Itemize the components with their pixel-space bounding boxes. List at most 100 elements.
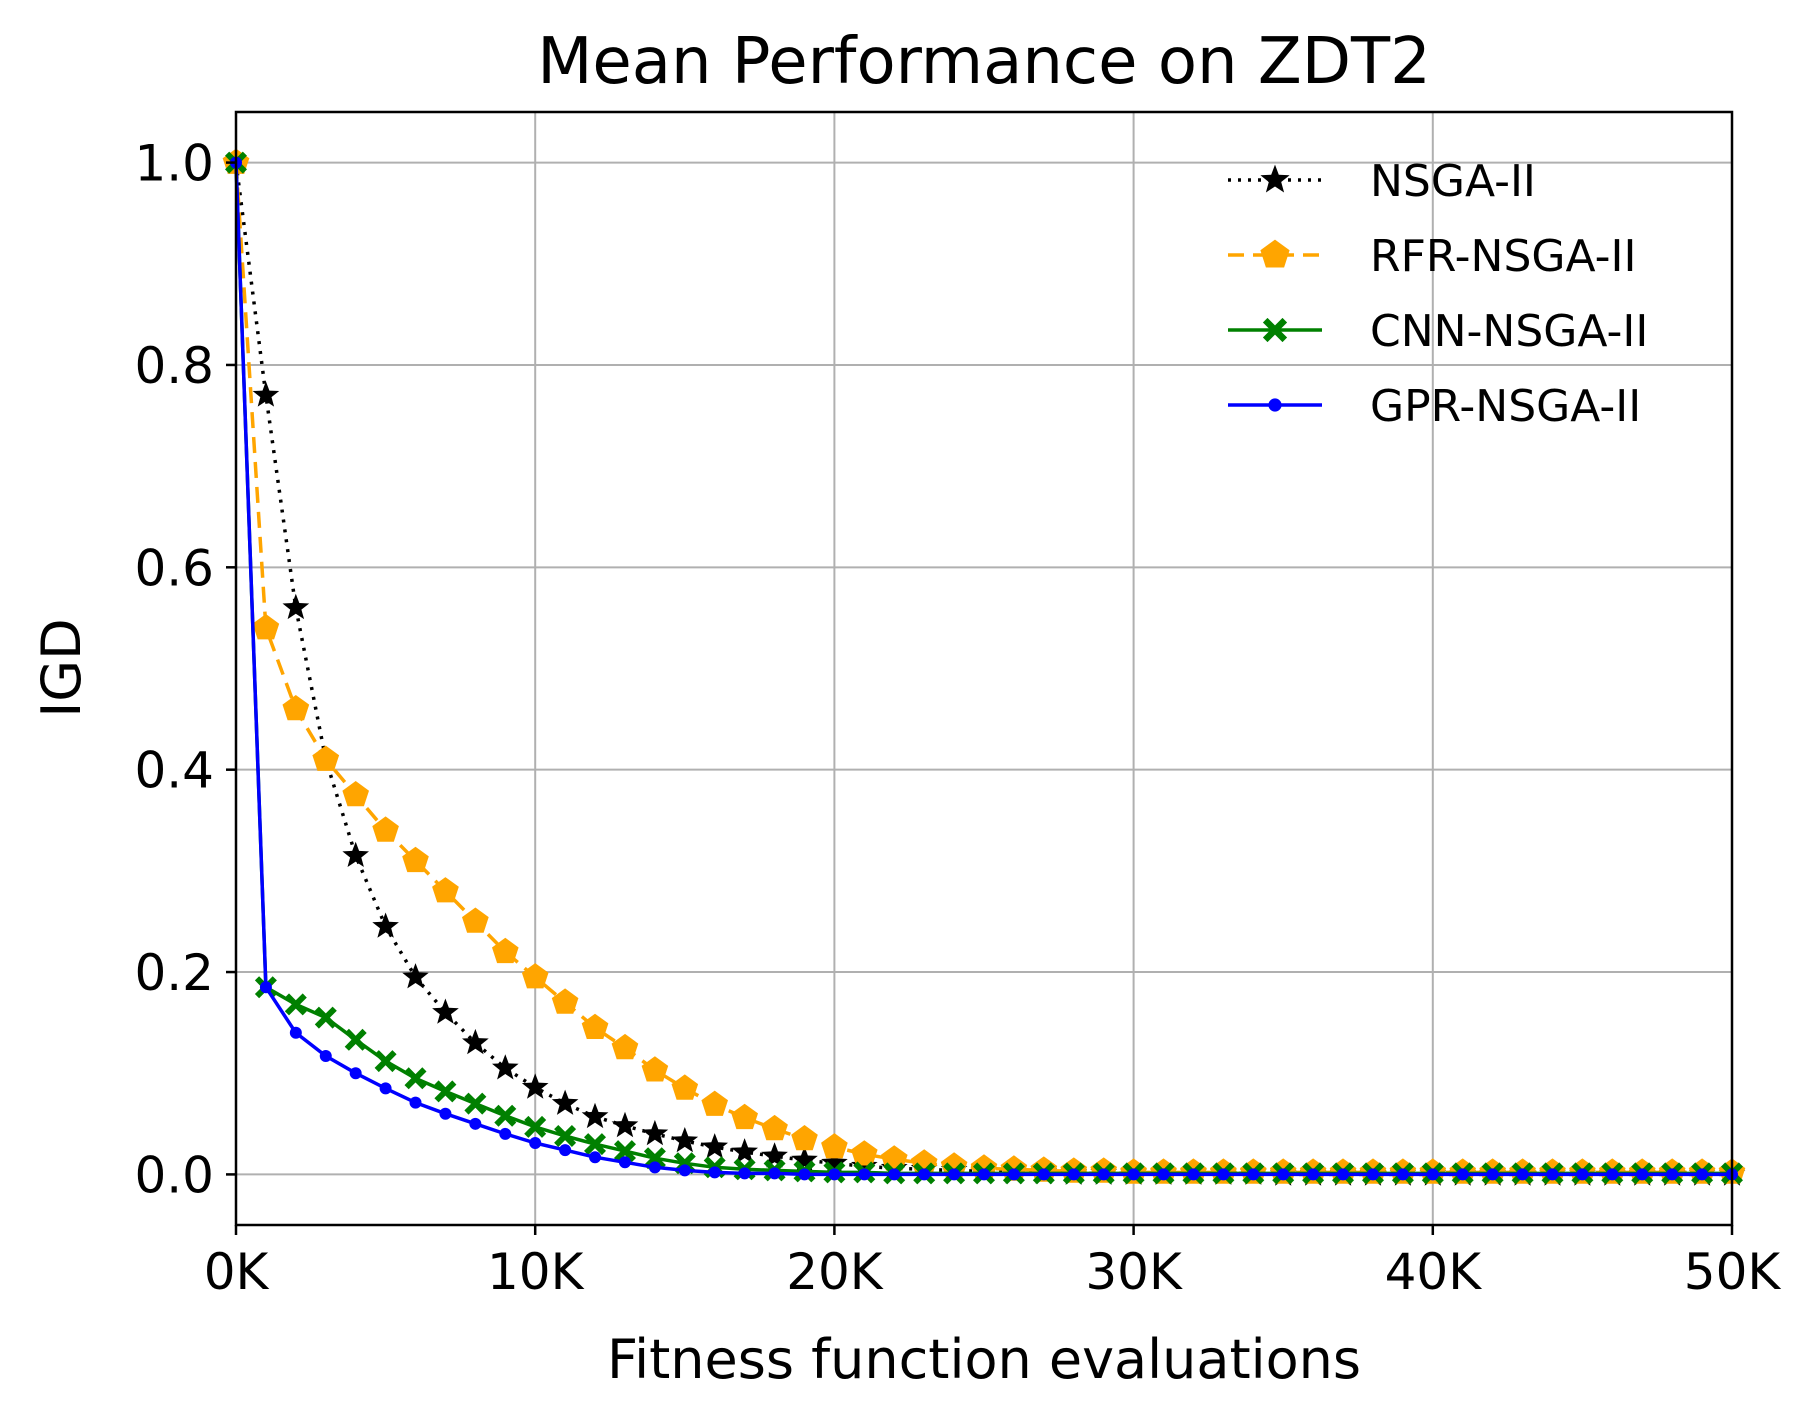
y-axis: 0.0 0.2 0.4 0.6 0.8 1.0 xyxy=(134,135,236,1204)
data-point xyxy=(1696,1168,1709,1181)
y-tick-label: 0.8 xyxy=(134,337,214,395)
data-point xyxy=(678,1164,691,1177)
data-point xyxy=(1426,1168,1439,1181)
data-point xyxy=(521,1073,549,1099)
data-point xyxy=(948,1168,961,1181)
series-line xyxy=(234,162,1732,1177)
data-point xyxy=(492,1054,519,1080)
data-point xyxy=(791,1125,818,1151)
data-point xyxy=(1217,1168,1230,1181)
data-point xyxy=(499,1127,512,1140)
data-point xyxy=(462,907,489,933)
data-point xyxy=(1037,1168,1050,1181)
x-tick-label: 50K xyxy=(1684,1243,1782,1301)
data-point xyxy=(671,1074,699,1100)
y-tick-label: 0.2 xyxy=(134,944,214,1002)
chart-title: Mean Performance on ZDT2 xyxy=(537,25,1431,99)
data-point xyxy=(821,1149,848,1175)
data-point xyxy=(409,1096,422,1109)
data-point xyxy=(432,877,459,903)
data-point xyxy=(731,1138,758,1164)
data-point xyxy=(379,1082,392,1095)
data-point xyxy=(319,1050,332,1063)
data-point xyxy=(1007,1168,1020,1181)
data-point xyxy=(342,781,369,807)
legend-item: CNN-NSGA-II xyxy=(1228,306,1648,357)
data-point xyxy=(918,1168,931,1181)
data-point xyxy=(738,1167,751,1180)
data-point xyxy=(584,1133,606,1156)
legend-item: NSGA-II xyxy=(1228,156,1536,207)
data-point xyxy=(282,593,310,620)
data-point xyxy=(554,1125,577,1147)
data-point xyxy=(402,846,429,873)
legend-label: NSGA-II xyxy=(1370,156,1536,207)
data-point xyxy=(282,695,310,721)
data-point xyxy=(1636,1168,1649,1181)
data-point xyxy=(559,1144,572,1157)
legend-marker xyxy=(1262,317,1288,343)
data-point xyxy=(529,1137,542,1150)
data-point xyxy=(312,745,340,771)
data-point xyxy=(671,1127,699,1153)
data-point xyxy=(1097,1168,1110,1181)
data-point xyxy=(1396,1168,1409,1181)
data-point xyxy=(1277,1168,1290,1181)
y-tick-label: 0.6 xyxy=(134,539,214,597)
data-point xyxy=(462,1028,489,1055)
data-point xyxy=(791,1146,818,1172)
data-point xyxy=(374,1050,397,1073)
x-tick-label: 10K xyxy=(487,1243,585,1301)
x-axis: 0K 10K 20K 30K 40K 50K xyxy=(204,1225,1782,1301)
y-tick-label: 0.4 xyxy=(134,742,214,800)
x-tick-label: 0K xyxy=(204,1243,270,1301)
data-point xyxy=(439,1107,452,1120)
data-point xyxy=(1516,1168,1529,1181)
legend: NSGA-II RFR-NSGA-II CNN-NSGA-II GPR-NSGA-II xyxy=(1228,156,1648,432)
x-tick-label: 20K xyxy=(786,1243,884,1301)
data-point xyxy=(1666,1168,1679,1181)
data-point xyxy=(314,1006,337,1029)
data-point xyxy=(858,1168,871,1181)
x-tick-label: 40K xyxy=(1385,1243,1483,1301)
series-gpr-nsga-ii xyxy=(230,156,1738,1181)
data-point xyxy=(589,1151,602,1164)
legend-item: GPR-NSGA-II xyxy=(1228,381,1641,432)
y-tick-label: 1.0 xyxy=(134,135,214,193)
data-point xyxy=(434,1080,457,1103)
data-point xyxy=(1576,1168,1589,1181)
data-point xyxy=(1456,1168,1469,1181)
data-point xyxy=(404,1067,427,1090)
data-point xyxy=(402,963,429,989)
y-tick-label: 0.0 xyxy=(134,1146,214,1204)
data-point xyxy=(614,1140,636,1163)
data-point xyxy=(1187,1168,1200,1181)
data-point xyxy=(469,1117,482,1130)
data-point xyxy=(1307,1168,1320,1181)
data-point xyxy=(284,993,307,1016)
legend-marker xyxy=(1260,239,1290,268)
data-point xyxy=(464,1092,487,1115)
data-point xyxy=(1157,1168,1170,1181)
data-point xyxy=(1127,1168,1140,1181)
legend-marker xyxy=(1268,398,1282,412)
data-point xyxy=(349,1067,362,1080)
data-point xyxy=(851,1140,878,1166)
data-point xyxy=(701,1133,728,1159)
data-point xyxy=(821,1133,848,1159)
data-point xyxy=(372,816,399,842)
data-point xyxy=(761,1114,788,1141)
data-point xyxy=(551,988,579,1014)
data-point xyxy=(708,1166,721,1179)
legend-label: RFR-NSGA-II xyxy=(1370,231,1636,282)
data-point xyxy=(344,1028,367,1051)
data-point xyxy=(342,841,369,867)
data-point xyxy=(521,963,549,989)
data-point xyxy=(641,1056,669,1082)
legend-marker xyxy=(1260,164,1290,193)
data-point xyxy=(618,1156,631,1169)
data-point xyxy=(940,1152,968,1178)
data-point xyxy=(828,1168,841,1181)
